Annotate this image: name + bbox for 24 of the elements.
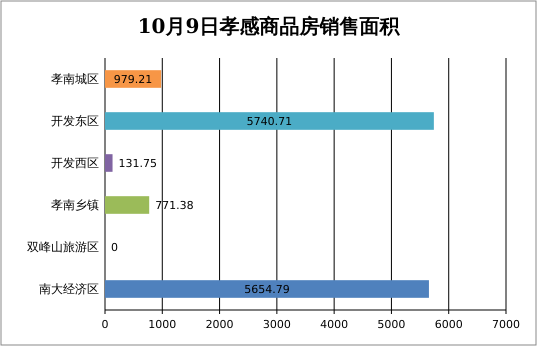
data-label: 5740.71 xyxy=(246,115,292,128)
x-tick-label: 1000 xyxy=(148,318,176,331)
data-label: 131.75 xyxy=(118,157,158,170)
x-tick-label: 3000 xyxy=(262,318,291,331)
x-tick-label: 0 xyxy=(102,318,108,331)
x-tick-label: 7000 xyxy=(492,318,520,331)
data-label: 979.21 xyxy=(114,73,152,86)
y-tick-label: 开发西区 xyxy=(51,156,99,170)
x-tick-label: 2000 xyxy=(206,318,234,331)
y-tick-label: 孝南城区 xyxy=(51,72,99,86)
y-tick-label: 孝南乡镇 xyxy=(51,198,99,212)
x-tick-label: 6000 xyxy=(434,318,463,331)
chart-title: 10月9日孝感商品房销售面积 xyxy=(138,14,400,38)
bar xyxy=(105,196,150,214)
bar xyxy=(105,112,434,130)
x-tick-label: 5000 xyxy=(377,318,406,331)
bar xyxy=(105,154,113,172)
bar xyxy=(105,280,429,298)
x-tick-label: 4000 xyxy=(320,318,348,331)
y-tick-label: 双峰山旅游区 xyxy=(27,240,99,254)
data-label: 5654.79 xyxy=(244,283,290,296)
data-label: 0 xyxy=(111,241,118,254)
y-tick-label: 开发东区 xyxy=(51,114,99,128)
y-tick-label: 南大经济区 xyxy=(39,282,99,296)
